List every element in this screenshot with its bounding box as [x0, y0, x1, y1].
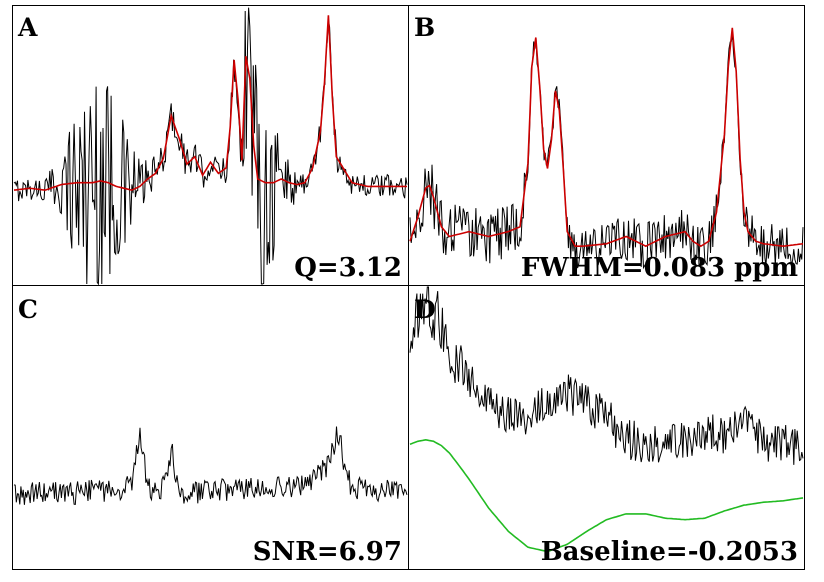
panel-d-baseline-line	[409, 438, 804, 553]
panel-c-label: C	[18, 295, 38, 324]
panel-b-fit-line	[409, 27, 804, 248]
panel-a-fit-line	[13, 15, 407, 191]
panel-b: B FWHM=0.083 ppm	[408, 5, 805, 286]
panel-a-measured-trace	[13, 7, 408, 286]
panel-a-traces	[13, 7, 408, 286]
panel-c-metric: SNR=6.97	[253, 537, 402, 567]
panel-b-metric: FWHM=0.083 ppm	[521, 253, 798, 283]
panel-d-frame	[408, 285, 805, 570]
panel-d-measured-trace	[409, 286, 804, 465]
panel-c-traces	[13, 426, 408, 505]
panel-d-label: D	[414, 295, 436, 324]
panel-b-label: B	[414, 13, 435, 42]
panel-d: D Baseline=-0.2053	[408, 285, 805, 570]
panel-a-label: A	[17, 13, 38, 42]
panel-a-metric: Q=3.12	[294, 253, 402, 283]
panel-d-metric: Baseline=-0.2053	[541, 537, 798, 567]
panel-c-measured-trace	[13, 426, 408, 505]
panel-d-traces	[409, 286, 804, 553]
panel-b-traces	[409, 27, 804, 270]
